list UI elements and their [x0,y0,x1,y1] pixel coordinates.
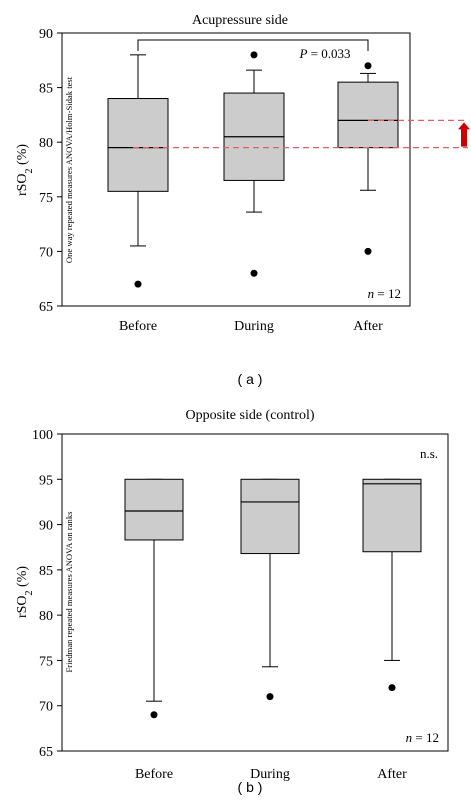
panel-a-boxes [107,51,399,288]
panel-a-x-axis: Before During After [119,319,383,334]
panel-b-y-tick-label-3: 80 [39,609,53,624]
panel-b: Opposite side (control) 65 70 75 80 85 90 95 10… [15,408,449,795]
panel-a-y-tick-label-1: 70 [39,245,53,260]
panel-b-title: Opposite side (control) [185,408,314,423]
panel-b-y-tick-label-1: 70 [39,700,53,715]
panel-a-x-tick-label-0: Before [119,319,157,334]
panel-a-p-value: P = 0.033 [298,46,350,61]
panel-a-y-tick-label-0: 65 [39,300,53,315]
panel-b-outlier-2-0 [388,684,396,692]
panel-a-title: Acupressure side [192,13,288,28]
panel-b-test-note: Friedman repeated measures ANOVA on rank… [64,511,74,673]
panel-a-outlier-0-0 [134,280,142,288]
panel-a-outlier-2-1 [364,62,372,70]
panel-b-significance: n.s. [420,446,438,461]
panel-a-comparison-bracket [137,39,369,51]
panel-a-outlier-1-0 [250,269,258,277]
panel-a-outlier-1-1 [250,51,258,59]
panel-b-y-tick-label-6: 95 [39,473,53,488]
panel-a-increase-arrow [458,122,470,147]
panel-b-outlier-0-0 [150,711,158,719]
panel-a-test-note: One way repeated measures ANOVA/Holm-Sid… [64,76,74,263]
panel-b-y-tick-label-5: 90 [39,519,53,534]
panel-a: Acupressure side 65 70 75 80 85 90 Before Duri… [15,13,470,387]
panel-b-x-tick-label-0: Before [135,767,173,782]
panel-b-y-tick-label-0: 65 [39,745,53,760]
panel-b-boxes [124,478,422,719]
panel-a-y-tick-label-2: 75 [39,191,53,206]
panel-a-y-axis: 65 70 75 80 85 90 [39,27,62,315]
panel-a-box-2 [337,81,399,149]
panel-b-y-tick-label-7: 100 [32,428,53,443]
panel-a-outlier-2-0 [364,247,372,255]
panel-a-y-axis-label: rSO2 (%) [15,144,35,196]
panel-a-x-tick-label-2: After [353,319,383,334]
panel-a-sample-size: n = 12 [368,286,401,301]
panel-a-reference-lines [133,119,468,149]
panel-a-y-tick-label-5: 90 [39,27,53,42]
panel-b-x-axis: Before During After [135,767,407,782]
panel-a-x-tick-label-1: During [234,319,274,334]
panel-b-outlier-1-0 [266,693,274,701]
panel-b-box-1 [240,478,300,555]
panel-a-y-tick-label-4: 85 [39,82,53,97]
panel-b-y-tick-label-2: 75 [39,654,53,669]
panel-a-label: ( a ) [238,371,263,387]
panel-a-y-tick-label-3: 80 [39,136,53,151]
panel-a-bracket-line [137,39,369,51]
panel-b-sample-size: n = 12 [406,730,439,745]
panel-b-x-tick-label-1: During [250,767,290,782]
panel-b-x-tick-label-2: After [377,767,407,782]
panel-b-label: ( b ) [238,779,263,795]
panel-b-y-axis-label: rSO2 (%) [15,566,35,618]
panel-b-box-2 [362,478,422,553]
panel-b-plot-frame [61,433,449,752]
panel-a-plot-frame [61,32,411,307]
panel-b-box-0 [124,478,184,541]
panel-b-y-axis: 65 70 75 80 85 90 95 100 [32,428,62,760]
panel-a-box-0 [107,98,169,192]
panel-b-y-tick-label-4: 85 [39,564,53,579]
